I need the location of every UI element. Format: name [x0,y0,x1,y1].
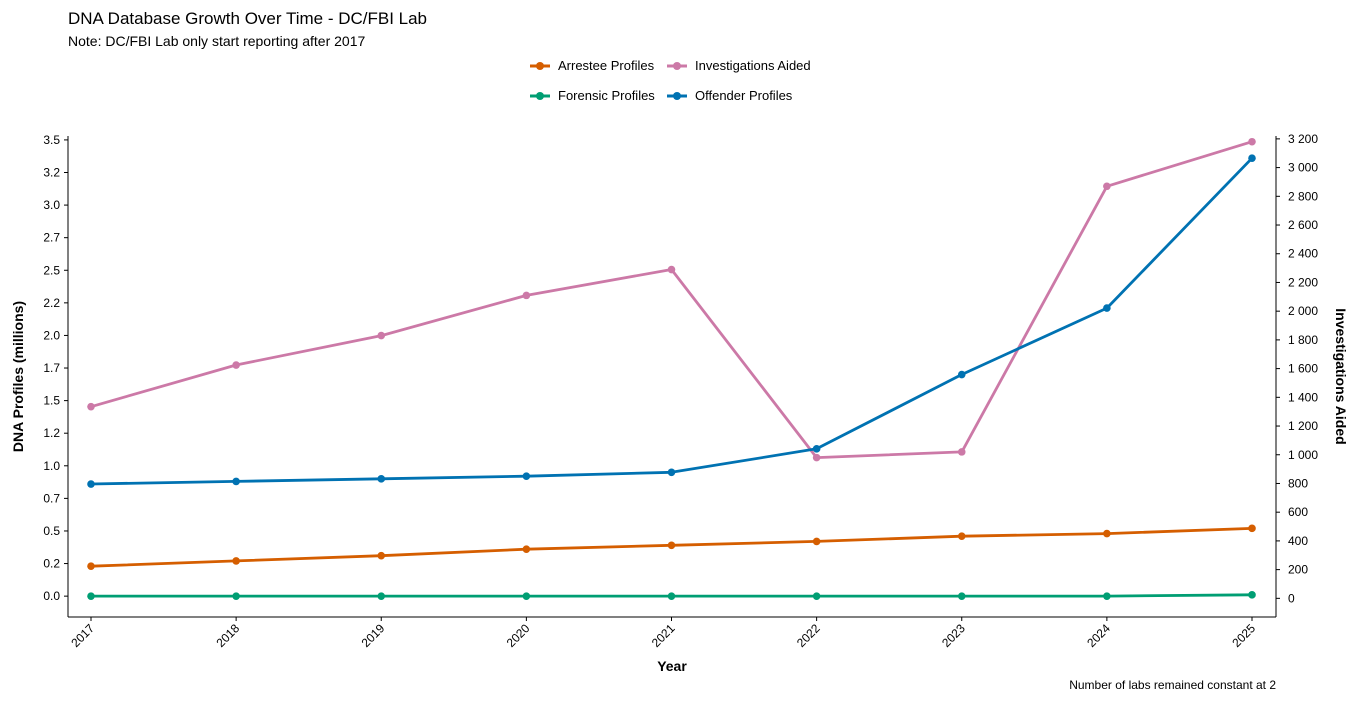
x-tick-label: 2020 [504,621,533,650]
x-tick-label: 2023 [939,621,968,650]
y-right-tick-label: 200 [1288,563,1308,577]
y-right-tick-label: 1 400 [1288,390,1318,404]
legend-swatch-offender [667,91,687,100]
data-point-forensic-profiles [1248,591,1256,599]
data-point-investigations-aided [87,402,95,411]
x-tick-label: 2022 [794,621,823,650]
legend-swatch-investigations [667,61,687,70]
chart-subtitle: Note: DC/FBI Lab only start reporting af… [68,33,366,49]
data-point-arrestee-profiles [1248,524,1256,533]
series-line-investigations-aided [89,140,1254,460]
y-right-tick-label: 2 200 [1288,275,1318,289]
chart-title: DNA Database Growth Over Time - DC/FBI L… [68,9,428,28]
data-point-investigations-aided [812,453,821,462]
data-point-arrestee-profiles [232,557,240,565]
legend-item-arrestee: Arrestee Profiles [530,58,654,73]
y-left-tick-label: 1.7 [43,361,60,375]
data-point-arrestee-profiles [667,541,676,550]
x-tick-label: 2021 [649,621,678,650]
data-point-investigations-aided [667,265,676,274]
legend-swatch-forensic [530,91,550,100]
y-left-tick-label: 1.2 [43,426,60,440]
data-point-forensic-profiles [232,592,240,600]
y-right-tick-label: 1 800 [1288,333,1318,347]
x-tick-label: 2018 [213,621,242,650]
y-left-tick-label: 2.7 [43,231,60,245]
y-left-tick-label: 0.0 [43,589,60,603]
data-point-investigations-aided [957,448,966,456]
y-left-tick-label: 3.0 [43,198,60,212]
y-right-tick-label: 1 200 [1288,419,1318,433]
data-point-forensic-profiles [957,592,966,600]
y-left-tick-label: 2.5 [43,263,60,277]
y-left-tick-label: 2.0 [43,328,60,342]
x-axis-title: Year [657,658,687,674]
data-point-investigations-aided [377,331,386,340]
y-left-tick-label: 1.5 [43,394,60,408]
y-right-tick-label: 800 [1288,476,1308,490]
legend-item-offender: Offender Profiles [667,88,792,103]
data-point-forensic-profiles [522,592,531,600]
y-right-tick-label: 1 600 [1288,362,1318,376]
chart-caption: Number of labs remained constant at 2 [1069,678,1276,692]
series-line-offender-profiles [89,156,1254,486]
data-point-offender-profiles [87,480,95,488]
data-point-investigations-aided [1248,137,1256,146]
data-point-arrestee-profiles [377,551,386,560]
y-right-tick-label: 0 [1288,591,1295,605]
y-axis-left-title: DNA Profiles (millions) [10,301,26,452]
data-point-arrestee-profiles [87,562,95,570]
y-left-tick-label: 0.2 [43,557,60,571]
data-point-forensic-profiles [377,592,386,600]
data-point-offender-profiles [667,468,676,477]
y-right-tick-label: 2 600 [1288,218,1318,232]
y-left-tick-label: 2.2 [43,296,60,310]
y-right-tick-label: 3 200 [1288,132,1318,146]
data-point-investigations-aided [522,291,531,300]
y-right-tick-label: 1 000 [1288,448,1318,462]
data-point-forensic-profiles [667,592,676,600]
x-tick-label: 2025 [1229,621,1258,650]
data-point-forensic-profiles [87,592,95,600]
y-right-tick-label: 600 [1288,505,1308,519]
data-point-investigations-aided [1103,182,1111,191]
y-right-tick-label: 2 400 [1288,247,1318,261]
y-left-tick-label: 3.2 [43,165,60,179]
y-left-tick-label: 1.0 [43,459,60,473]
data-point-offender-profiles [377,475,386,483]
y-left-tick-label: 0.5 [43,524,60,538]
y-right-tick-label: 2 800 [1288,189,1318,203]
x-tick-label: 2017 [68,621,97,650]
data-point-arrestee-profiles [1103,529,1111,538]
data-point-offender-profiles [957,370,966,379]
data-point-forensic-profiles [812,592,821,600]
legend-item-investigations: Investigations Aided [667,58,811,73]
legend-label-offender: Offender Profiles [695,88,793,103]
data-point-offender-profiles [1248,154,1256,162]
legend-swatch-arrestee [530,61,550,70]
data-point-arrestee-profiles [812,537,821,546]
data-point-forensic-profiles [1103,592,1111,600]
y-left-tick-label: 3.5 [43,133,60,147]
y-left-tick-label: 0.7 [43,491,60,505]
data-point-offender-profiles [232,477,240,486]
legend-item-forensic: Forensic Profiles [530,88,655,103]
legend-label-forensic: Forensic Profiles [558,88,655,103]
x-tick-label: 2024 [1084,621,1113,650]
y-right-tick-label: 2 000 [1288,304,1318,318]
data-point-offender-profiles [522,472,531,481]
data-point-offender-profiles [812,445,821,453]
x-tick-label: 2019 [359,621,388,650]
data-point-investigations-aided [232,361,240,369]
y-right-tick-label: 400 [1288,534,1308,548]
legend-label-arrestee: Arrestee Profiles [558,58,655,73]
y-axis-right-title: Investigations Aided [1333,308,1349,444]
data-point-arrestee-profiles [522,545,531,554]
y-right-tick-label: 3 000 [1288,161,1318,175]
data-point-arrestee-profiles [957,532,966,540]
data-point-offender-profiles [1103,304,1111,312]
legend-label-investigations: Investigations Aided [695,58,811,73]
